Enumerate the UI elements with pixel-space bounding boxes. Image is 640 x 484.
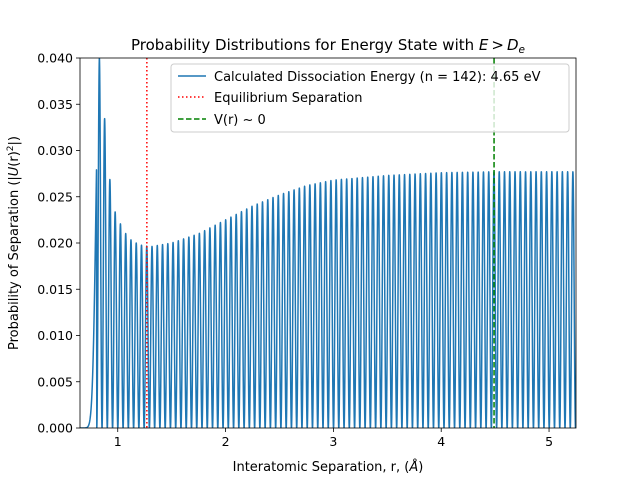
legend-label-equilibrium: Equilibrium Separation <box>214 91 362 106</box>
legend: Calculated Dissociation Energy (n = 142)… <box>170 63 570 133</box>
legend-label-v-r-zero: V(r) ~ 0 <box>214 113 266 128</box>
y-tick-label: 0.000 <box>37 421 73 436</box>
x-axis: 1 2 3 4 5 <box>114 428 553 449</box>
x-tick-label: 1 <box>114 434 122 449</box>
chart-title: Probability Distributions for Energy Sta… <box>131 36 525 56</box>
y-tick-label: 0.025 <box>37 189 73 204</box>
x-tick-label: 4 <box>437 434 445 449</box>
y-tick-label: 0.015 <box>37 282 73 297</box>
y-tick-label: 0.005 <box>37 374 73 389</box>
x-tick-label: 5 <box>545 434 553 449</box>
y-tick-label: 0.010 <box>37 328 73 343</box>
x-tick-label: 2 <box>222 434 230 449</box>
y-axis: 0.000 0.005 0.010 0.015 0.020 0.025 0.030 0.035… <box>37 51 80 436</box>
y-tick-label: 0.030 <box>37 143 73 158</box>
y-axis-label: Probability of Separation (|U(r)2|) <box>6 136 22 350</box>
y-tick-label: 0.035 <box>37 97 73 112</box>
legend-box <box>170 63 570 133</box>
y-tick-label: 0.040 <box>37 51 73 66</box>
legend-label-calculated: Calculated Dissociation Energy (n = 142)… <box>214 70 541 85</box>
series-calculated-dissociation-energy <box>80 58 576 428</box>
x-axis-label: Interatomic Separation, r, (Å) <box>233 459 424 475</box>
x-tick-label: 3 <box>329 434 337 449</box>
y-tick-label: 0.020 <box>37 236 73 251</box>
